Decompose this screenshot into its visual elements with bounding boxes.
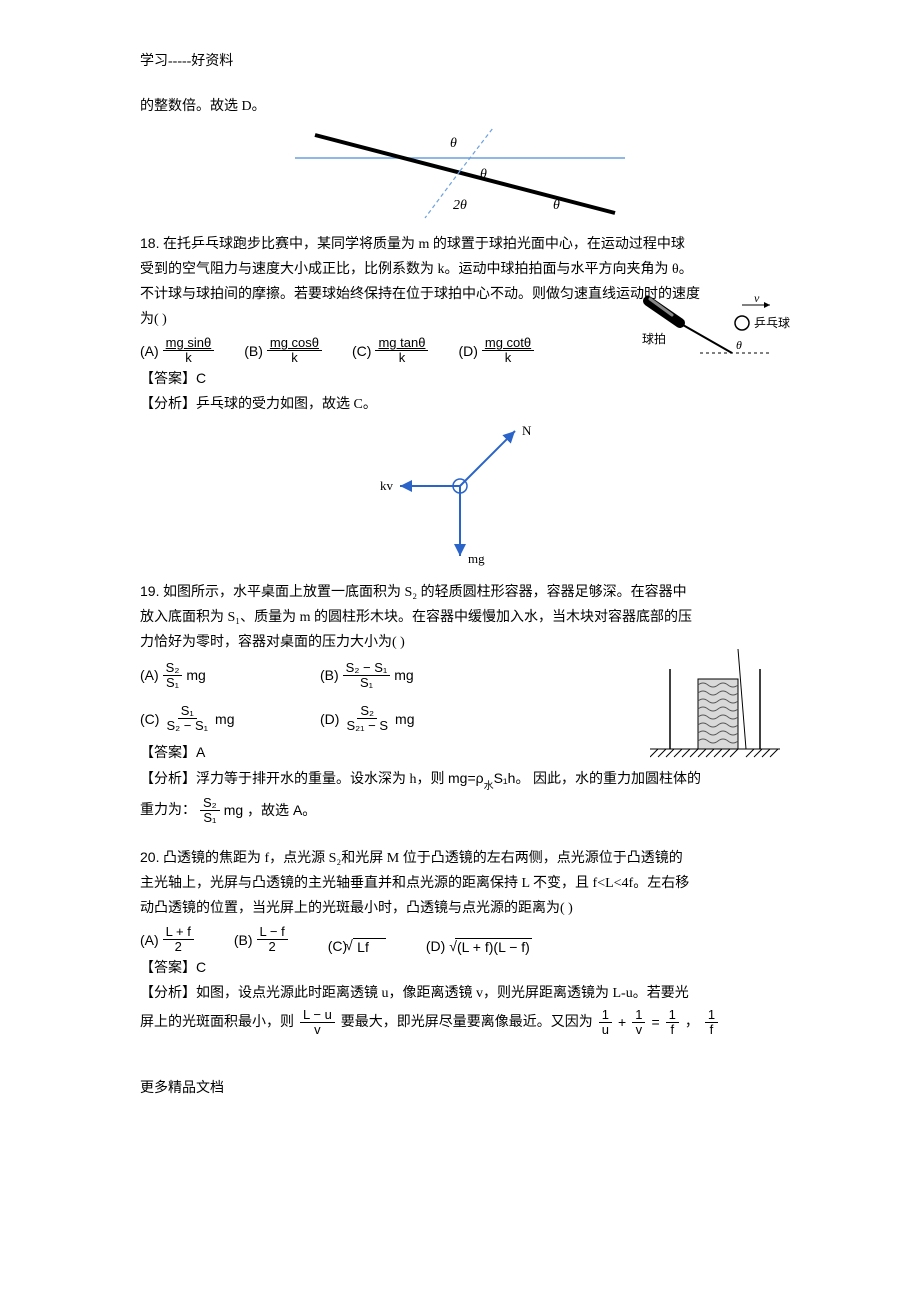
figure-refraction: θ θ 2θ θ (140, 123, 780, 223)
q18-paddle-figure: v 球拍 乒乓球 θ (640, 293, 790, 363)
svg-text:v: v (754, 293, 760, 305)
svg-text:N: N (522, 423, 532, 438)
q18-force-figure: N kv mg (140, 421, 780, 571)
q18-opt-b: (B) mg cosθk (244, 336, 322, 366)
svg-text:θ: θ (480, 167, 487, 182)
svg-text:kv: kv (380, 478, 394, 493)
q20-line2: 主光轴上，光屏与凸透镜的主光轴垂直并和点光源的距离保持 L 不变，且 f<L<4… (140, 873, 780, 894)
q20-line1: 凸透镜的焦距为 f，点光源 S₂和光屏 M 位于凸透镜的左右两侧，点光源位于凸透… (163, 851, 683, 866)
q20-line3: 动凸透镜的位置，当光屏上的光斑最小时，凸透镜与点光源的距离为( ) (140, 898, 780, 919)
q19-container-figure: ; (650, 649, 780, 759)
q18-analysis: 【分析】乒乓球的受力如图，故选 C。 (140, 394, 780, 415)
q20-opt-c: (C) √ √(Lf) Lf (328, 938, 386, 955)
svg-text:乒乓球: 乒乓球 (754, 316, 790, 330)
q20-opt-a: (A) L + f2 (140, 925, 194, 955)
q18-line2: 受到的空气阻力与速度大小成正比，比例系数为 k。运动中球拍拍面与水平方向夹角为 … (140, 259, 780, 280)
q18-opt-c: (C) mg tanθk (352, 336, 428, 366)
q20-opt-d: (D) √ (L + f)(L − f) (426, 938, 532, 955)
q20-number: 20. (140, 849, 159, 865)
q19-analysis-1: 【分析】浮力等于排开水的重量。设水深为 h，则 mg=ρ水S₁h。 因此，水的重… (140, 768, 780, 792)
intro-conclusion: 的整数倍。故选 D。 (140, 96, 780, 117)
q20-analysis-1: 【分析】如图，设点光源此时距离透镜 u，像距离透镜 v，则光屏距离透镜为 L-u… (140, 983, 780, 1004)
q18-opt-a: (A) mg sinθk (140, 336, 214, 366)
refraction-svg: θ θ 2θ θ (295, 123, 625, 223)
q18-opt-d: (D) mg cotθk (458, 336, 534, 366)
q19-analysis-2: 重力为： S₂S₁ mg ，故选 A。 (140, 796, 780, 826)
q19-line2: 放入底面积为 S₁、质量为 m 的圆柱形木块。在容器中缓慢加入水，当木块对容器底… (140, 607, 780, 628)
q19-opt-c: (C) S₁S₂ − S₁ mg (140, 704, 320, 734)
svg-text:球拍: 球拍 (642, 331, 666, 346)
q18-answer: 【答案】C (140, 368, 780, 390)
q19-opt-a: (A) S₂S₁ mg (140, 661, 320, 691)
q18-line1: 在托乒乓球跑步比赛中，某同学将质量为 m 的球置于球拍光面中心，在运动过程中球 (163, 237, 685, 252)
q19-opt-d: (D) S₂S₂₁ − S mg (320, 704, 500, 734)
page-footer: 更多精品文档 (140, 1077, 780, 1097)
q20-analysis-2: 屏上的光斑面积最小，则 L − uv 要最大，即光屏尽量要离像最近。又因为 1u… (140, 1008, 780, 1038)
question-18: 18. 在托乒乓球跑步比赛中，某同学将质量为 m 的球置于球拍光面中心，在运动过… (140, 233, 780, 571)
svg-text:θ: θ (736, 338, 742, 352)
q20-answer: 【答案】C (140, 957, 780, 979)
q19-number: 19. (140, 583, 159, 599)
q20-opt-b: (B) L − f2 (234, 925, 288, 955)
svg-text:2θ: 2θ (453, 198, 467, 213)
page-header: 学习-----好资料 (140, 50, 780, 70)
svg-text:θ: θ (450, 136, 457, 151)
question-20: 20. 凸透镜的焦距为 f，点光源 S₂和光屏 M 位于凸透镜的左右两侧，点光源… (140, 847, 780, 1037)
q18-number: 18. (140, 235, 159, 251)
svg-text:mg: mg (468, 551, 485, 566)
q19-opt-b: (B) S₂ − S₁S₁ mg (320, 661, 500, 691)
q20-options: (A) L + f2 (B) L − f2 (C) √ √(Lf) Lf (D)… (140, 925, 780, 955)
svg-text:θ: θ (553, 198, 560, 213)
q19-line1: 如图所示，水平桌面上放置一底面积为 S₂ 的轻质圆柱形容器，容器足够深。在容器中 (163, 585, 687, 600)
question-19: 19. 如图所示，水平桌面上放置一底面积为 S₂ 的轻质圆柱形容器，容器足够深。… (140, 581, 780, 826)
